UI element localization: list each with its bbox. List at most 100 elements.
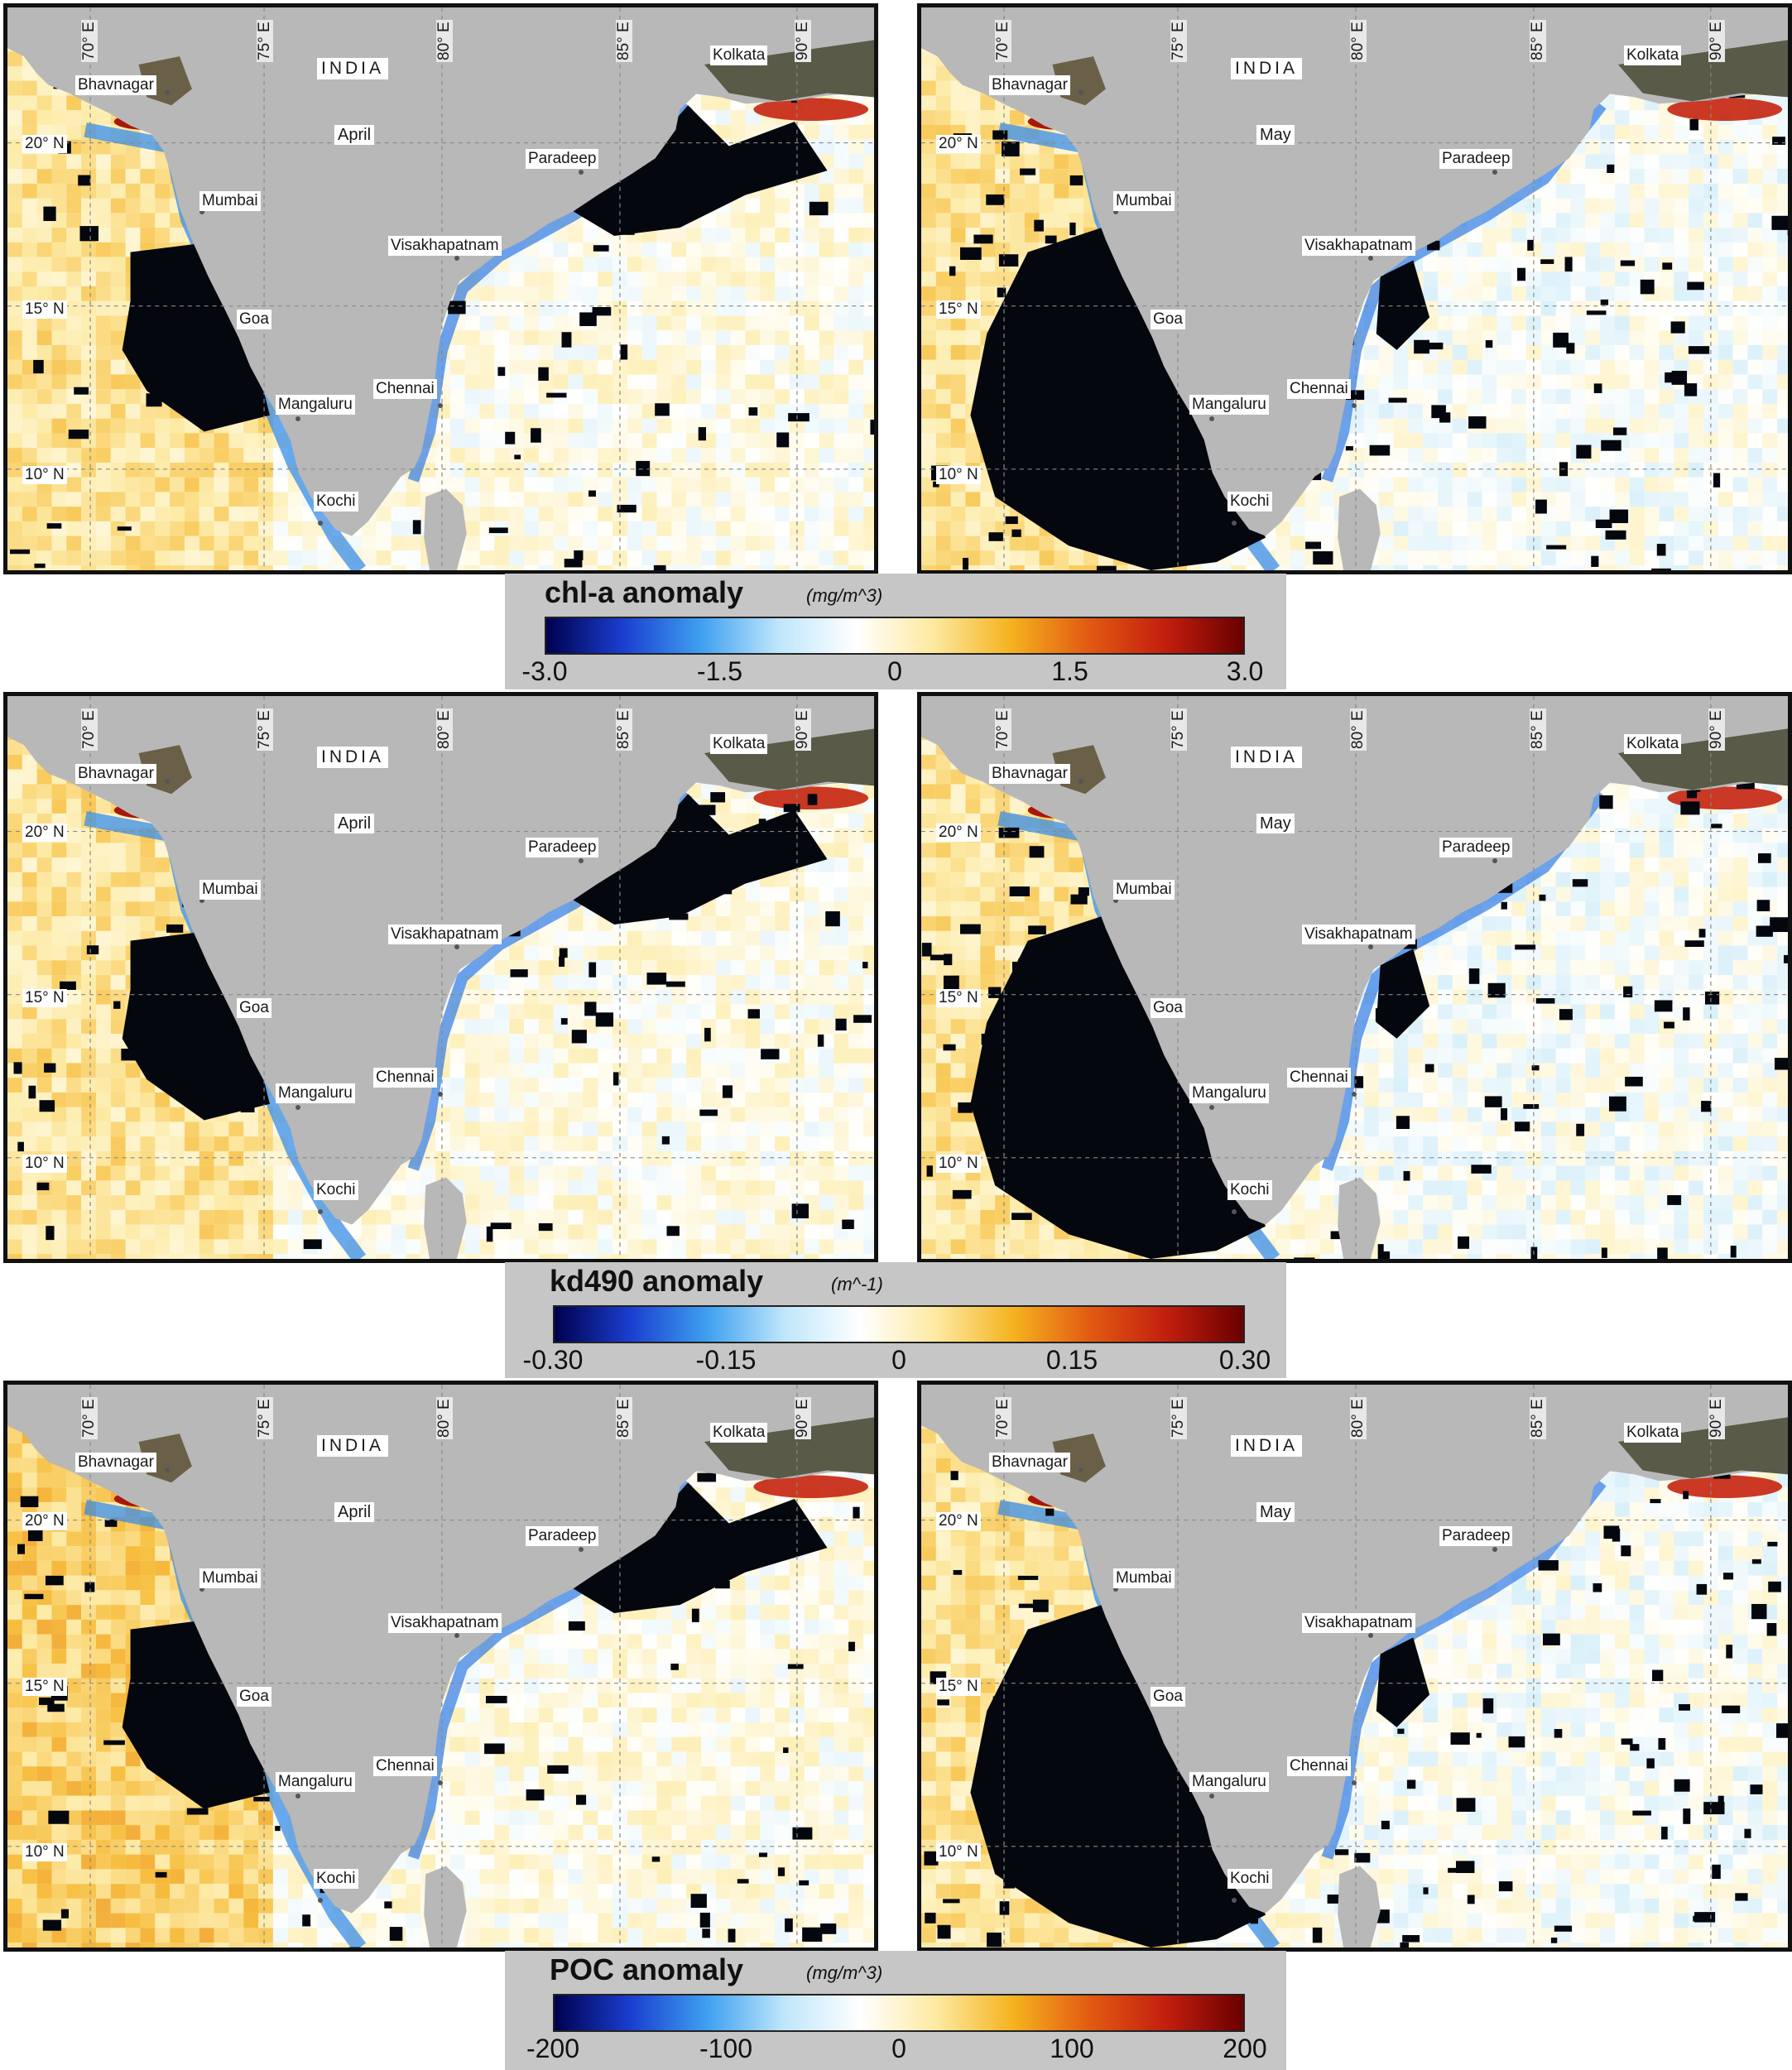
place-label: Mumbai xyxy=(199,1568,261,1588)
place-marker xyxy=(199,209,204,214)
place-marker xyxy=(1492,1547,1497,1552)
place-label: Kochi xyxy=(1227,1869,1272,1889)
longitude-label: 80° E xyxy=(1349,708,1367,751)
longitude-label: 90° E xyxy=(794,708,811,751)
place-label: Kolkata xyxy=(710,734,768,754)
place-label: Goa xyxy=(1151,998,1185,1018)
map-panel-may-poc: 70° E 75° E 80° E 85° E 90° E 20° N 15° N 10° N… xyxy=(917,1381,1792,1952)
longitude-label: 70° E xyxy=(994,1397,1011,1439)
place-marker xyxy=(1209,1105,1214,1110)
colorbar-tick-label: -1.5 xyxy=(696,656,743,686)
place-label: Mumbai xyxy=(199,191,261,211)
place-label: Paradeep xyxy=(526,149,599,169)
place-label: Mangaluru xyxy=(276,1772,355,1792)
place-label: Chennai xyxy=(373,1756,437,1776)
place-label: Visakhapatnam xyxy=(1302,236,1415,256)
place-marker xyxy=(1113,209,1118,214)
place-marker xyxy=(454,256,459,261)
colorbar-unit: (mg/m^3) xyxy=(806,1962,883,1983)
longitude-label: 75° E xyxy=(256,708,273,751)
country-label: INDIA xyxy=(1231,1435,1303,1457)
place-label: Mumbai xyxy=(199,880,261,900)
country-label: INDIA xyxy=(1231,747,1303,768)
place-label: Mangaluru xyxy=(1189,395,1269,415)
place-marker xyxy=(295,1105,300,1110)
place-label: Mangaluru xyxy=(1189,1083,1269,1103)
colorbar-tick-label: 200 xyxy=(1223,2034,1267,2063)
place-label: Mangaluru xyxy=(276,395,355,415)
longitude-label: 85° E xyxy=(615,1397,632,1439)
longitude-label: 70° E xyxy=(994,20,1011,62)
place-marker xyxy=(295,416,300,421)
place-marker xyxy=(295,1794,300,1799)
longitude-label: 85° E xyxy=(615,20,632,62)
latitude-label: 15° N xyxy=(936,1678,981,1696)
place-marker xyxy=(579,858,584,863)
place-label: Chennai xyxy=(373,1068,437,1088)
month-label: April xyxy=(334,1502,375,1522)
colorbar-tick-label: 0.15 xyxy=(1045,1345,1098,1375)
place-label: Bhavnagar xyxy=(75,75,156,95)
month-label: April xyxy=(334,814,375,833)
colorbar-tick-label: -0.30 xyxy=(522,1345,584,1375)
colorbar-tick-label: -100 xyxy=(699,2034,753,2063)
colorbar-tick-label: 1.5 xyxy=(1051,656,1088,686)
place-label: Kolkata xyxy=(710,1423,768,1443)
longitude-label: 70° E xyxy=(80,708,98,751)
place-marker xyxy=(165,90,170,95)
place-label: Mumbai xyxy=(1113,191,1175,211)
colorbar-gradient xyxy=(553,1305,1245,1343)
place-label: Chennai xyxy=(1287,1068,1351,1088)
longitude-label: 90° E xyxy=(1708,708,1725,751)
colorbar-chla: chl-a anomaly (mg/m^3) -3.0 -1.5 0 1.5 3.0 xyxy=(505,574,1286,689)
place-label: Kochi xyxy=(314,1869,358,1889)
country-label: INDIA xyxy=(317,58,389,79)
place-label: Chennai xyxy=(373,379,437,399)
place-label: Visakhapatnam xyxy=(388,1613,502,1633)
place-marker xyxy=(165,779,170,784)
colorbar-tick-label: 0 xyxy=(887,656,902,686)
month-label: May xyxy=(1256,1502,1295,1522)
latitude-label: 20° N xyxy=(936,135,981,153)
latitude-label: 15° N xyxy=(22,1678,67,1696)
colorbar-tick-label: 0.30 xyxy=(1218,1345,1271,1375)
colorbar-poc: POC anomaly (mg/m^3) -200 -100 0 100 200 xyxy=(505,1951,1286,2070)
anomaly-field xyxy=(921,7,1788,570)
colorbar-unit: (m^-1) xyxy=(831,1274,883,1294)
place-label: Kolkata xyxy=(710,46,768,65)
place-label: Visakhapatnam xyxy=(1302,1613,1415,1633)
latitude-label: 10° N xyxy=(22,466,67,484)
place-marker xyxy=(1232,1898,1237,1903)
place-label: Bhavnagar xyxy=(989,764,1070,784)
place-label: Paradeep xyxy=(1439,149,1513,169)
latitude-label: 20° N xyxy=(22,1512,67,1530)
country-label: INDIA xyxy=(317,747,389,768)
place-marker xyxy=(438,1092,443,1097)
latitude-label: 15° N xyxy=(22,989,67,1007)
longitude-label: 85° E xyxy=(1529,20,1546,62)
place-marker xyxy=(1079,90,1083,95)
longitude-label: 80° E xyxy=(1349,1397,1367,1439)
place-label: Kochi xyxy=(1227,1180,1272,1200)
place-label: Kochi xyxy=(1227,492,1272,511)
colorbar-tick-label: -200 xyxy=(526,2034,580,2063)
map-panel-april-chla: 70° E 75° E 80° E 85° E 90° E 20° N 15° N 10° N… xyxy=(3,3,878,574)
place-label: Mangaluru xyxy=(276,1083,355,1103)
place-label: Kochi xyxy=(314,492,358,511)
latitude-label: 15° N xyxy=(22,300,67,319)
latitude-label: 20° N xyxy=(936,1512,981,1530)
place-label: Chennai xyxy=(1287,379,1351,399)
place-label: Goa xyxy=(237,1687,271,1707)
colorbar-tick-label: 0 xyxy=(891,1345,906,1375)
latitude-label: 10° N xyxy=(22,1843,67,1861)
place-label: Goa xyxy=(1151,310,1185,329)
place-marker xyxy=(1352,1092,1357,1097)
place-marker xyxy=(1079,779,1083,784)
place-marker xyxy=(1232,1209,1237,1214)
colorbar-kd490: kd490 anomaly (m^-1) -0.30 -0.15 0 0.15 0.30 xyxy=(505,1262,1286,1378)
place-label: Chennai xyxy=(1287,1756,1351,1776)
latitude-label: 20° N xyxy=(936,824,981,842)
place-label: Bhavnagar xyxy=(75,1453,156,1472)
place-marker xyxy=(1079,1467,1083,1472)
colorbar-tick-label: 3.0 xyxy=(1226,656,1264,686)
